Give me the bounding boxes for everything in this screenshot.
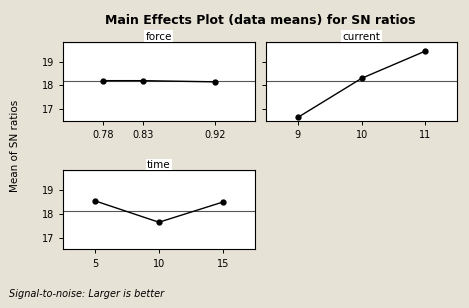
Text: time: time <box>147 160 171 170</box>
Text: force: force <box>146 32 172 42</box>
Text: current: current <box>343 32 380 42</box>
Text: Main Effects Plot (data means) for SN ratios: Main Effects Plot (data means) for SN ra… <box>105 14 416 26</box>
Text: Mean of SN ratios: Mean of SN ratios <box>10 100 20 192</box>
Text: Signal-to-noise: Larger is better: Signal-to-noise: Larger is better <box>9 289 165 299</box>
